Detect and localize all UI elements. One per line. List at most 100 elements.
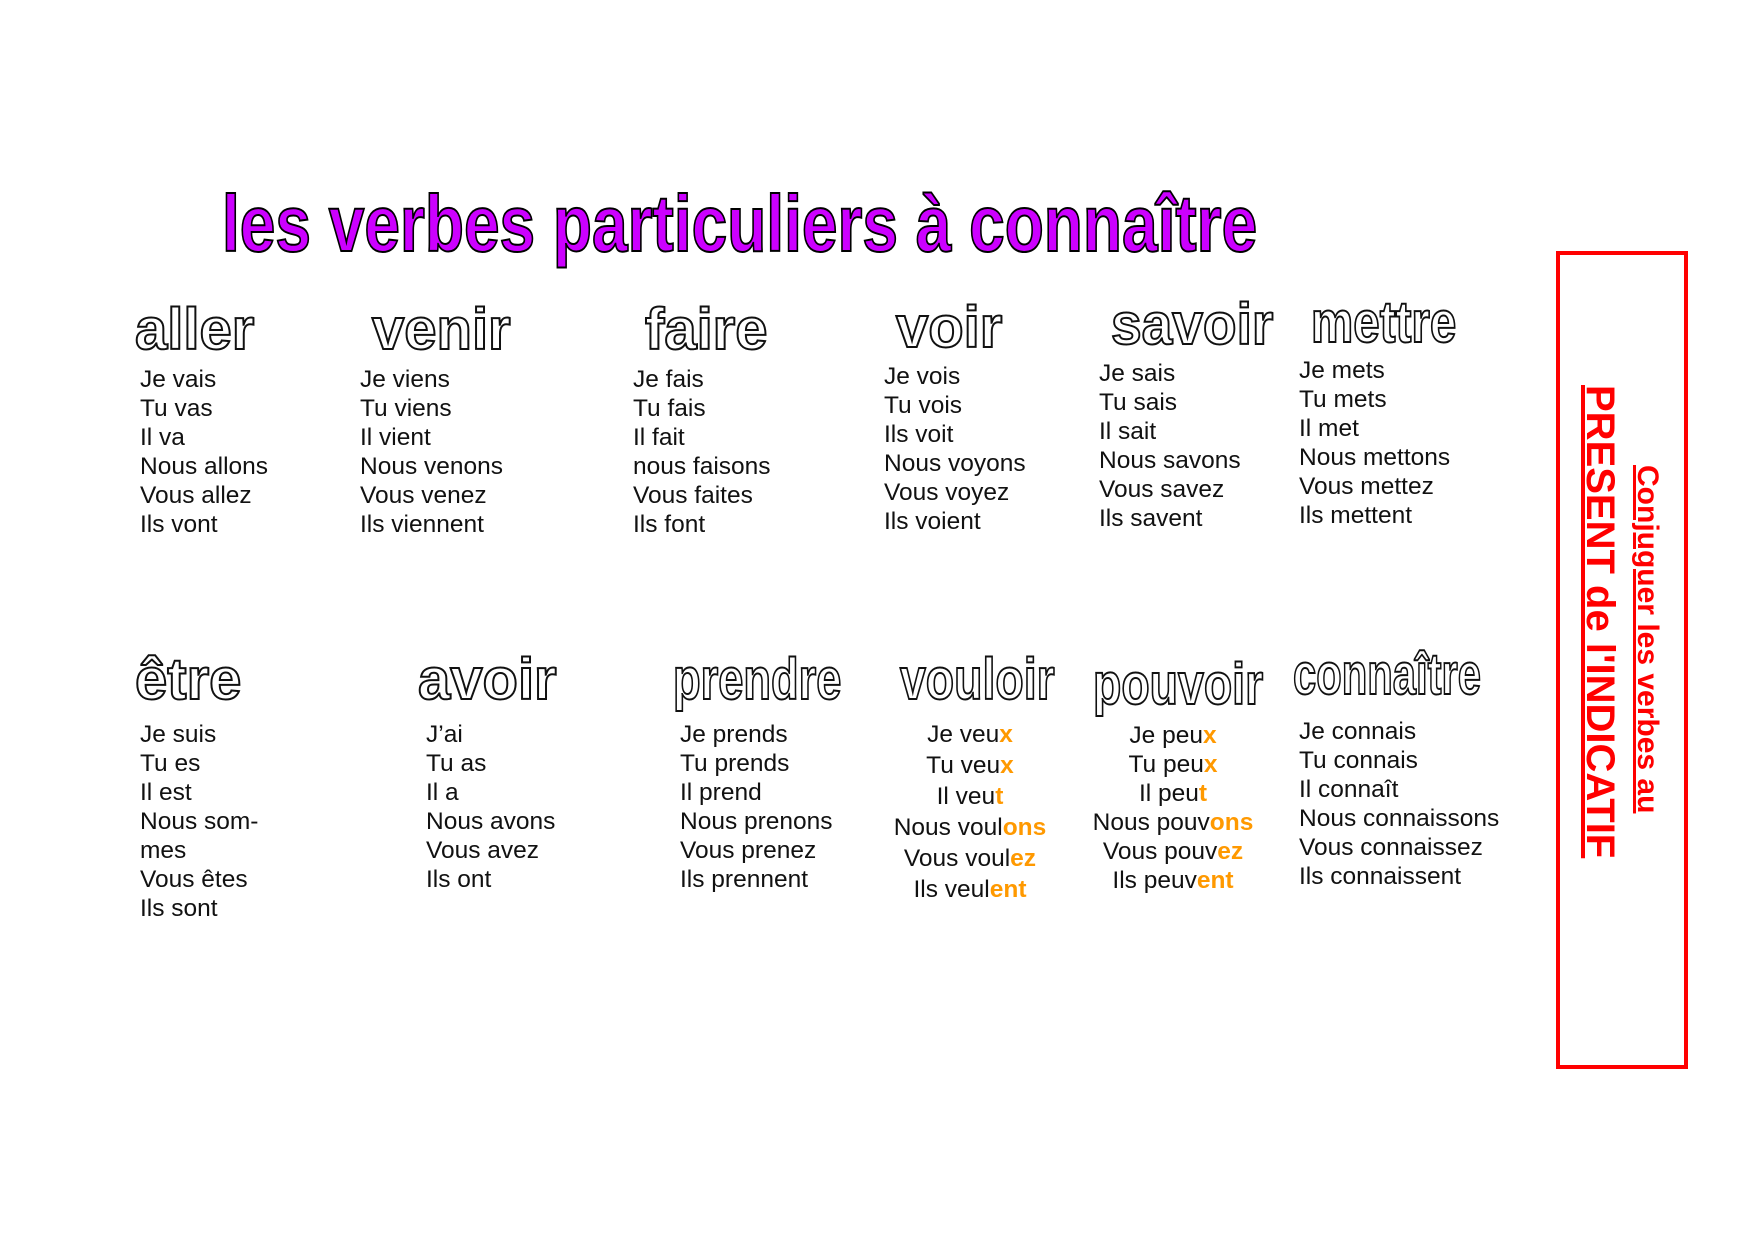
- conjugation-stem: Ils savent: [1099, 505, 1203, 532]
- conjugation-stem: Ils ont: [426, 866, 492, 893]
- conjugation-stem: Tu veu: [926, 752, 1001, 779]
- verb-heading: mettre: [1310, 290, 1457, 355]
- conjugation-line: Tu peux: [1073, 750, 1273, 779]
- conjugation-line: Tu connais: [1299, 746, 1559, 775]
- conjugation-stem: Nous savons: [1099, 447, 1241, 474]
- conjugation-stem: Tu as: [426, 750, 487, 777]
- conjugation-stem: Ils peuv: [1112, 867, 1197, 894]
- verb-heading: savoir: [1110, 292, 1274, 357]
- conjugation-stem: Je fais: [633, 366, 704, 393]
- conjugation-line: Je vois: [884, 362, 1084, 391]
- conjugation-stem: Il peu: [1138, 780, 1199, 807]
- conjugation-line: Je peux: [1073, 721, 1273, 750]
- conjugation-line: Vous venez: [360, 481, 600, 510]
- conjugation-line: Nous venons: [360, 452, 600, 481]
- conjugation-line: Nous mettons: [1299, 443, 1539, 472]
- conjugation-stem: Ils voit: [884, 421, 954, 448]
- conjugation-stem: Tu connais: [1299, 747, 1418, 774]
- conjugation-line: Il met: [1299, 414, 1539, 443]
- conjugation-line: Ils peuvent: [1073, 866, 1273, 895]
- conjugation-line: Nous som-: [140, 807, 340, 836]
- conjugation-stem: Ils voient: [884, 508, 981, 535]
- conjugation-stem: Il va: [140, 424, 185, 451]
- conjugation-stem: Nous venons: [360, 453, 504, 480]
- conjugation-line: Ils mettent: [1299, 501, 1539, 530]
- conjugation-line: Il va: [140, 423, 340, 452]
- verb-heading: être: [134, 647, 242, 712]
- conjugation-stem: Tu viens: [360, 395, 452, 422]
- conjugation-line: Tu es: [140, 749, 340, 778]
- conjugation-stem: Je veu: [927, 721, 1000, 748]
- conjugation-stem: Il vient: [360, 424, 431, 451]
- conjugation-line: Je suis: [140, 720, 340, 749]
- conjugation-ending: ons: [1209, 809, 1254, 836]
- verb-heading: pouvoir: [1092, 652, 1264, 717]
- conjugation-ending: ent: [989, 876, 1027, 903]
- conjugation-stem: Je vais: [140, 366, 217, 393]
- conjugation-line: J’ai: [426, 720, 626, 749]
- conjugation-line: Vous prenez: [680, 836, 920, 865]
- conjugation-line: Vous êtes: [140, 865, 340, 894]
- conjugation-line: Je vais: [140, 365, 340, 394]
- conjugation-ending: ons: [1002, 814, 1047, 841]
- conjugation-line: Nous pouvons: [1073, 808, 1273, 837]
- conjugation-ending: x: [1000, 752, 1014, 779]
- conjugation-line: Vous allez: [140, 481, 340, 510]
- conjugation-line: Ils ont: [426, 865, 626, 894]
- verb-column-connaître: connaître Je connais Tu connais Il connaît N…: [1292, 644, 1559, 891]
- verb-heading: vouloir: [899, 647, 1055, 712]
- conjugation-line: Vous voulez: [870, 843, 1070, 874]
- side-heading: PRESENT de l'INDICATIF: [1578, 385, 1622, 859]
- conjugation-stem: Il connaît: [1299, 776, 1399, 803]
- verb-column-pouvoir: pouvoir Je peux Tu peux Il peut Nous pouvons…: [1073, 652, 1273, 895]
- conjugation-stem: Vous pouv: [1102, 838, 1218, 865]
- conjugation-ending: t: [1198, 780, 1208, 807]
- conjugation-line: Tu viens: [360, 394, 600, 423]
- conjugation-line: Ils voient: [884, 507, 1084, 536]
- verb-heading: aller: [134, 297, 255, 362]
- verb-column-venir: venir Je viens Tu viens Il vient Nous venons…: [360, 299, 600, 539]
- conjugation-stem: Tu vois: [884, 392, 963, 419]
- conjugation-line: Vous faites: [633, 481, 873, 510]
- conjugation-stem: Je vois: [884, 363, 961, 390]
- conjugation-stem: Vous avez: [426, 837, 540, 864]
- conjugation-line: Ils sont: [140, 894, 340, 923]
- conjugation-stem: Ils mettent: [1299, 502, 1413, 529]
- conjugation-line: Ils veulent: [870, 874, 1070, 905]
- conjugation-stem: Nous som-: [140, 808, 259, 835]
- conjugation-stem: Nous connaissons: [1299, 805, 1500, 832]
- conjugation-ending: ent: [1196, 867, 1234, 894]
- conjugation-stem: Il prend: [680, 779, 762, 806]
- conjugation-stem: Il est: [140, 779, 192, 806]
- conjugation-line: Ils vont: [140, 510, 340, 539]
- conjugation-line: Tu prends: [680, 749, 920, 778]
- conjugation-stem: Tu sais: [1099, 389, 1178, 416]
- conjugation-line: Il veut: [870, 781, 1070, 812]
- conjugation-line: Vous avez: [426, 836, 626, 865]
- conjugation-stem: Ils connaissent: [1299, 863, 1462, 890]
- side-caption: Conjuguer les verbes au: [1631, 465, 1664, 814]
- conjugation-stem: Ils vont: [140, 511, 218, 538]
- conjugation-line: Je mets: [1299, 356, 1539, 385]
- conjugation-line: Nous avons: [426, 807, 626, 836]
- conjugation-stem: Nous prenons: [680, 808, 833, 835]
- conjugation-stem: Je suis: [140, 721, 217, 748]
- conjugation-stem: Il a: [426, 779, 459, 806]
- page-title: les verbes particuliers à connaître: [221, 178, 1258, 269]
- conjugation-line: Nous connaissons: [1299, 804, 1559, 833]
- conjugation-stem: Vous allez: [140, 482, 252, 509]
- conjugation-stem: J’ai: [426, 721, 463, 748]
- conjugation-line: Ils font: [633, 510, 873, 539]
- conjugation-line: Je veux: [870, 719, 1070, 750]
- conjugation-line: Il vient: [360, 423, 600, 452]
- verb-column-faire: faire Je fais Tu fais Il fait nous faisons Vo…: [633, 299, 873, 539]
- conjugation-stem: Je mets: [1299, 357, 1385, 384]
- conjugation-stem: Vous êtes: [140, 866, 248, 893]
- verb-column-mettre: mettre Je mets Tu mets Il met Nous mettons Vo…: [1299, 290, 1539, 530]
- conjugation-line: Tu mets: [1299, 385, 1539, 414]
- conjugation-stem: Tu fais: [633, 395, 706, 422]
- conjugation-stem: Il fait: [633, 424, 685, 451]
- conjugation-stem: Nous mettons: [1299, 444, 1451, 471]
- conjugation-line: Tu as: [426, 749, 626, 778]
- conjugation-line: Tu vois: [884, 391, 1084, 420]
